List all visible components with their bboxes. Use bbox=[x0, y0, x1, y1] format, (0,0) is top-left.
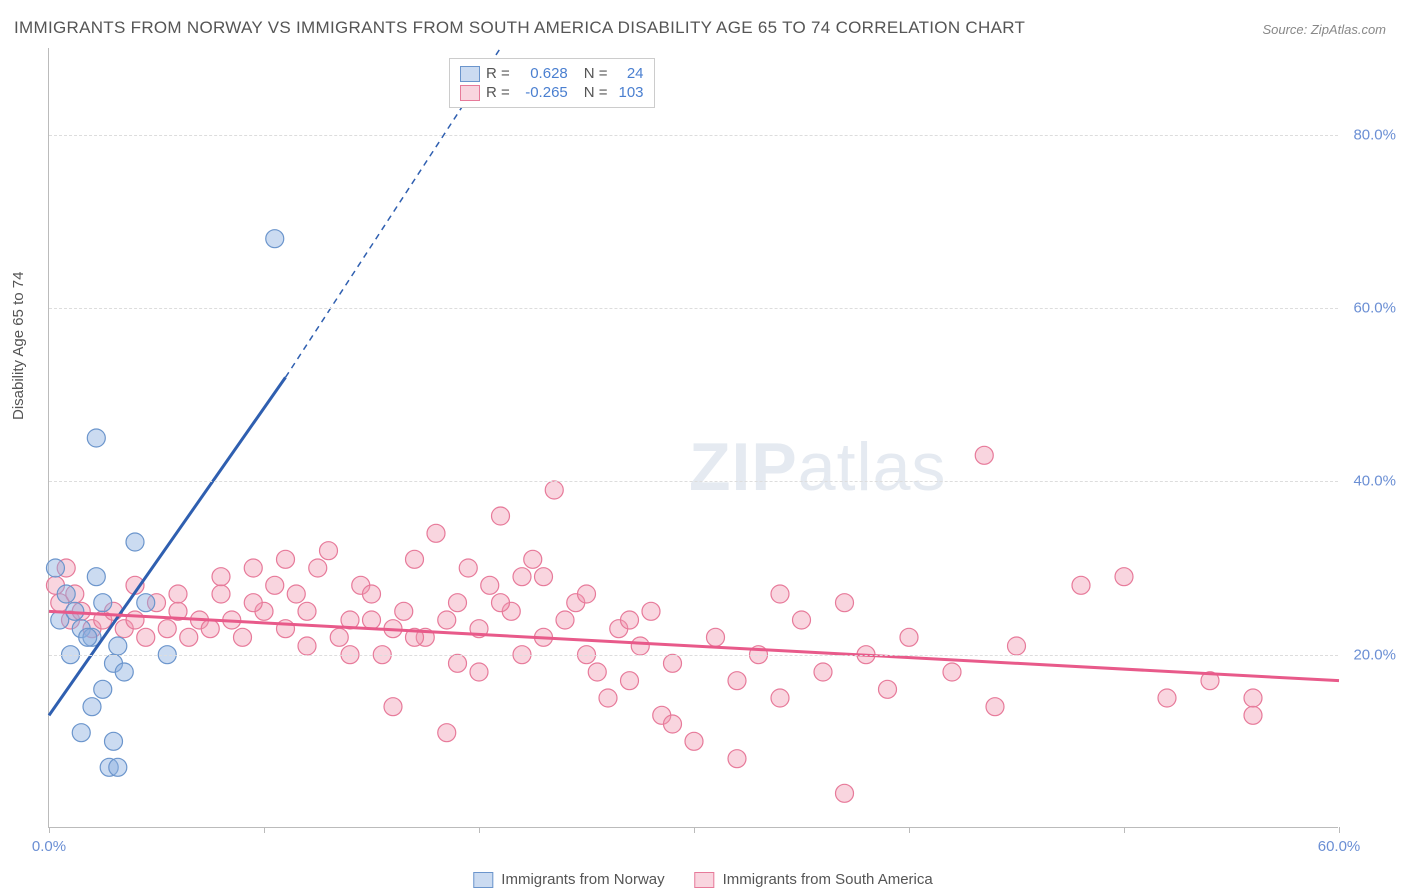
r-value-1: 0.628 bbox=[516, 65, 568, 82]
stats-legend: R = 0.628 N = 24 R = -0.265 N = 103 bbox=[449, 58, 655, 108]
xtick-mark bbox=[909, 827, 910, 833]
xtick-label: 0.0% bbox=[32, 838, 66, 855]
legend-swatch-norway bbox=[460, 66, 480, 82]
n-label-2: N = bbox=[584, 84, 608, 101]
plot-svg bbox=[49, 48, 1338, 827]
r-label-2: R = bbox=[486, 84, 510, 101]
n-value-2: 103 bbox=[614, 84, 644, 101]
xtick-mark bbox=[479, 827, 480, 833]
y-axis-label: Disability Age 65 to 74 bbox=[10, 272, 27, 420]
xtick-mark bbox=[264, 827, 265, 833]
xtick-mark bbox=[694, 827, 695, 833]
stats-legend-row-2: R = -0.265 N = 103 bbox=[460, 84, 644, 101]
bottom-legend-item-2: Immigrants from South America bbox=[695, 871, 933, 888]
bottom-swatch-norway bbox=[473, 872, 493, 888]
bottom-swatch-southamerica bbox=[695, 872, 715, 888]
legend-swatch-southamerica bbox=[460, 85, 480, 101]
chart-container: IMMIGRANTS FROM NORWAY VS IMMIGRANTS FRO… bbox=[0, 0, 1406, 892]
ytick-label: 80.0% bbox=[1353, 126, 1396, 143]
xtick-mark bbox=[1339, 827, 1340, 833]
gridline-h bbox=[49, 135, 1338, 136]
plot-area: ZIPatlas R = 0.628 N = 24 R = -0.265 N =… bbox=[48, 48, 1338, 828]
chart-title: IMMIGRANTS FROM NORWAY VS IMMIGRANTS FRO… bbox=[14, 18, 1025, 38]
gridline-h bbox=[49, 481, 1338, 482]
bottom-legend: Immigrants from Norway Immigrants from S… bbox=[473, 871, 932, 888]
ytick-label: 60.0% bbox=[1353, 300, 1396, 317]
bottom-label-norway: Immigrants from Norway bbox=[501, 871, 664, 888]
xtick-mark bbox=[49, 827, 50, 833]
n-value-1: 24 bbox=[614, 65, 644, 82]
r-label-1: R = bbox=[486, 65, 510, 82]
ytick-label: 20.0% bbox=[1353, 646, 1396, 663]
bottom-label-southamerica: Immigrants from South America bbox=[723, 871, 933, 888]
n-label-1: N = bbox=[584, 65, 608, 82]
gridline-h bbox=[49, 308, 1338, 309]
gridline-h bbox=[49, 655, 1338, 656]
stats-legend-row-1: R = 0.628 N = 24 bbox=[460, 65, 644, 82]
ytick-label: 40.0% bbox=[1353, 473, 1396, 490]
xtick-mark bbox=[1124, 827, 1125, 833]
xtick-label: 60.0% bbox=[1318, 838, 1361, 855]
r-value-2: -0.265 bbox=[516, 84, 568, 101]
source-attribution: Source: ZipAtlas.com bbox=[1262, 22, 1386, 37]
bottom-legend-item-1: Immigrants from Norway bbox=[473, 871, 664, 888]
